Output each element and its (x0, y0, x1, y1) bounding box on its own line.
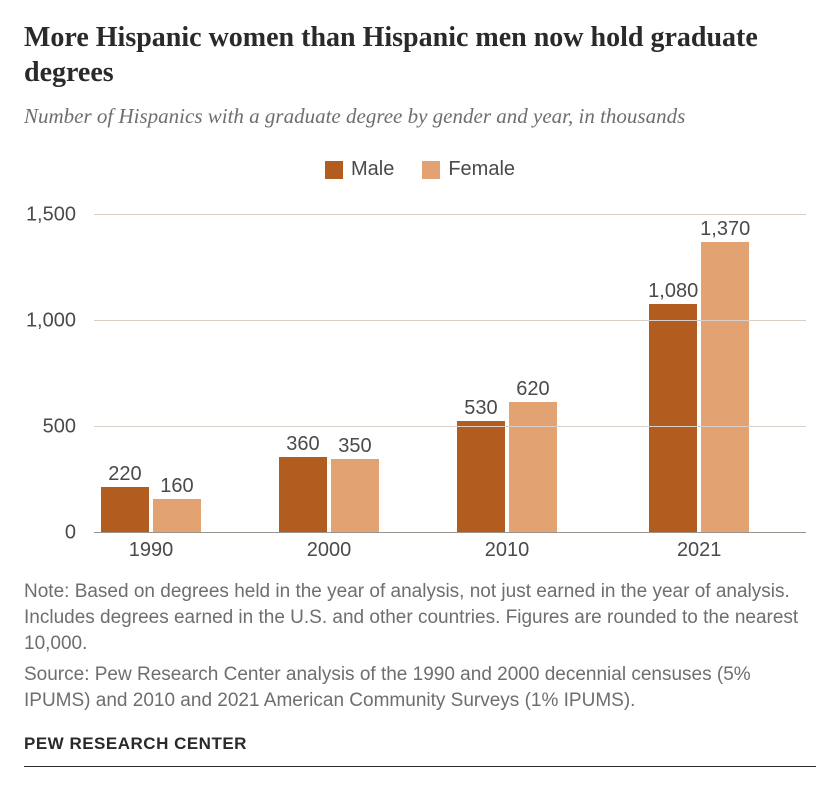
legend-swatch-male (325, 161, 343, 179)
chart-note: Note: Based on degrees held in the year … (24, 579, 816, 656)
bar-value-label: 1,080 (648, 280, 698, 303)
chart-container: More Hispanic women than Hispanic men no… (24, 20, 816, 767)
x-axis: 1990 2000 2010 2021 (94, 533, 806, 565)
legend-label-male: Male (351, 158, 394, 181)
bar-value-label: 620 (516, 378, 549, 401)
y-axis: 05001,0001,500 (24, 193, 84, 533)
plot: 2201603603505306201,0801,370 (94, 193, 806, 533)
gridline (94, 426, 806, 427)
bar-male: 360 (279, 457, 327, 534)
x-tick-label: 2010 (485, 539, 530, 562)
bar-male: 530 (457, 421, 505, 534)
bar-female: 620 (509, 402, 557, 534)
bar-female: 350 (331, 459, 379, 533)
y-tick-label: 500 (43, 416, 76, 439)
bar-group: 530620 (457, 193, 557, 533)
bar-value-label: 350 (338, 435, 371, 458)
legend-swatch-female (422, 161, 440, 179)
gridline (94, 320, 806, 321)
gridline (94, 214, 806, 215)
y-tick-label: 1,500 (26, 203, 76, 226)
x-tick-label: 2021 (677, 539, 722, 562)
bar-value-label: 160 (160, 475, 193, 498)
bar-value-label: 360 (286, 433, 319, 456)
chart-source: Source: Pew Research Center analysis of … (24, 662, 816, 713)
y-tick-label: 1,000 (26, 309, 76, 332)
brand-label: PEW RESEARCH CENTER (24, 734, 816, 754)
legend: Male Female (24, 158, 816, 181)
legend-item-female: Female (422, 158, 515, 181)
bar-group: 360350 (279, 193, 379, 533)
chart-subtitle: Number of Hispanics with a graduate degr… (24, 102, 816, 130)
y-tick-label: 0 (65, 522, 76, 545)
bar-male: 220 (101, 487, 149, 534)
bar-male: 1,080 (649, 304, 697, 534)
bar-group: 220160 (101, 193, 201, 533)
bar-female: 1,370 (701, 242, 749, 533)
chart-title: More Hispanic women than Hispanic men no… (24, 20, 816, 90)
bar-value-label: 220 (108, 463, 141, 486)
legend-label-female: Female (448, 158, 515, 181)
bar-value-label: 530 (464, 397, 497, 420)
chart-plot-area: 05001,0001,500 2201603603505306201,0801,… (94, 193, 806, 533)
x-tick-label: 2000 (307, 539, 352, 562)
bar-group: 1,0801,370 (649, 193, 749, 533)
bar-value-label: 1,370 (700, 218, 750, 241)
x-tick-label: 1990 (129, 539, 174, 562)
legend-item-male: Male (325, 158, 394, 181)
bar-female: 160 (153, 499, 201, 533)
bottom-rule (24, 766, 816, 767)
